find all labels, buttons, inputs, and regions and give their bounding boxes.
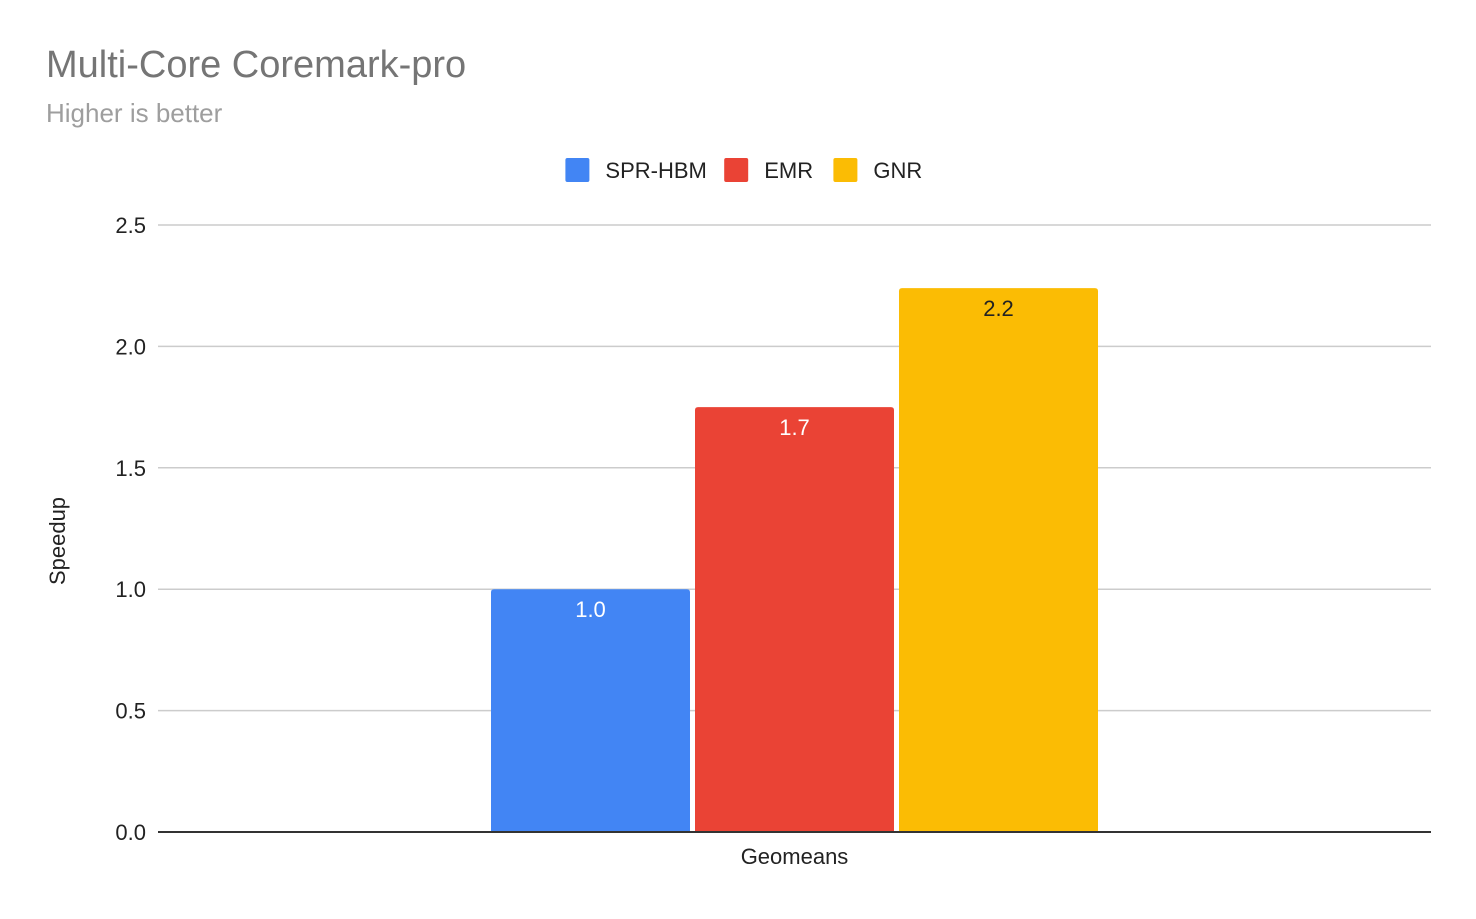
bar-emr (695, 407, 894, 832)
chart-title: Multi-Core Coremark-pro (46, 44, 466, 86)
y-tick-label: 1.0 (115, 577, 146, 602)
chart-subtitle: Higher is better (46, 98, 223, 128)
legend-item-spr-hbm: SPR-HBM (565, 158, 707, 183)
bars (491, 288, 1098, 832)
legend-label: EMR (764, 158, 813, 183)
legend-swatch (565, 158, 590, 182)
bar-value-label: 1.0 (575, 597, 606, 622)
legend-swatch (724, 158, 749, 182)
x-axis-ticks: Geomeans (741, 844, 849, 869)
legend-item-emr: EMR (724, 158, 813, 183)
legend-item-gnr: GNR (833, 158, 922, 183)
bar-value-label: 1.7 (779, 415, 810, 440)
legend-label: GNR (873, 158, 922, 183)
bar-spr-hbm (491, 589, 690, 832)
y-tick-label: 2.5 (115, 213, 146, 238)
legend-swatch (833, 158, 858, 182)
x-tick-label: Geomeans (741, 844, 849, 869)
y-axis-ticks: 0.0 0.5 1.0 1.5 2.0 2.5 (115, 213, 146, 845)
bar-value-labels: 1.0 1.7 2.2 (575, 296, 1014, 622)
y-axis-title: Speedup (45, 497, 70, 585)
y-tick-label: 0.0 (115, 820, 146, 845)
y-tick-label: 0.5 (115, 699, 146, 724)
y-tick-label: 1.5 (115, 456, 146, 481)
legend-label: SPR-HBM (605, 158, 706, 183)
bar-value-label: 2.2 (983, 296, 1014, 321)
legend: SPR-HBM EMR GNR (565, 158, 922, 183)
bar-gnr (899, 288, 1098, 832)
y-tick-label: 2.0 (115, 334, 146, 359)
